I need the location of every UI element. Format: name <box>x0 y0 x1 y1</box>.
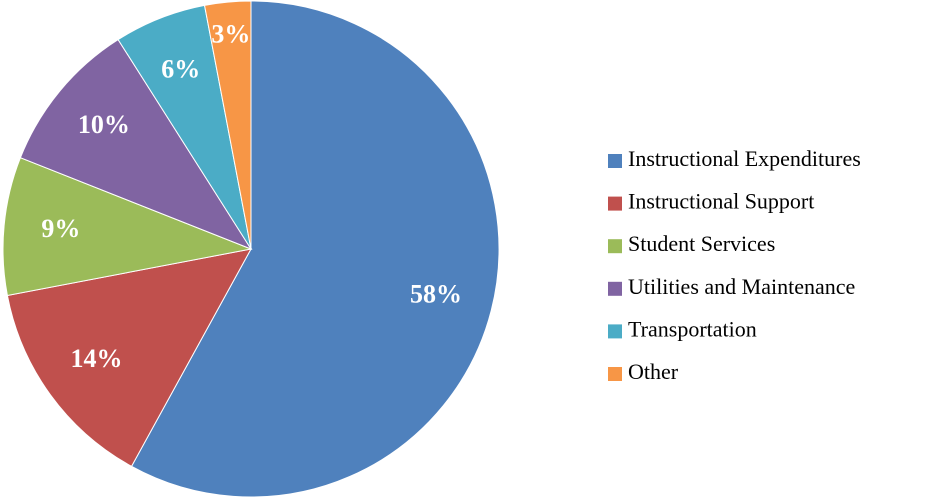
data-label: 9% <box>41 214 80 243</box>
legend-label: Instructional Support <box>628 189 814 214</box>
data-label: 3% <box>211 20 250 49</box>
legend-label: Transportation <box>628 316 757 341</box>
pie-slice <box>130 0 500 498</box>
legend-swatch <box>608 154 622 168</box>
pie-slice <box>19 38 253 251</box>
legend-label: Instructional Expenditures <box>628 146 861 171</box>
data-label: 58% <box>410 279 462 308</box>
data-label: 10% <box>78 110 130 139</box>
pie-slice <box>6 248 252 468</box>
pie-slice <box>2 157 253 297</box>
legend-swatch <box>608 281 622 296</box>
legend-label: Other <box>628 359 679 384</box>
data-label: 6% <box>161 54 200 83</box>
legend-swatch <box>608 367 622 381</box>
pie-slice <box>203 0 252 250</box>
legend-label: Student Services <box>628 231 775 256</box>
legend-swatch <box>608 324 622 339</box>
legend-swatch <box>608 196 622 211</box>
legend-swatch <box>608 239 622 254</box>
legend-label: Utilities and Maintenance <box>628 274 855 299</box>
data-label: 14% <box>71 344 123 373</box>
